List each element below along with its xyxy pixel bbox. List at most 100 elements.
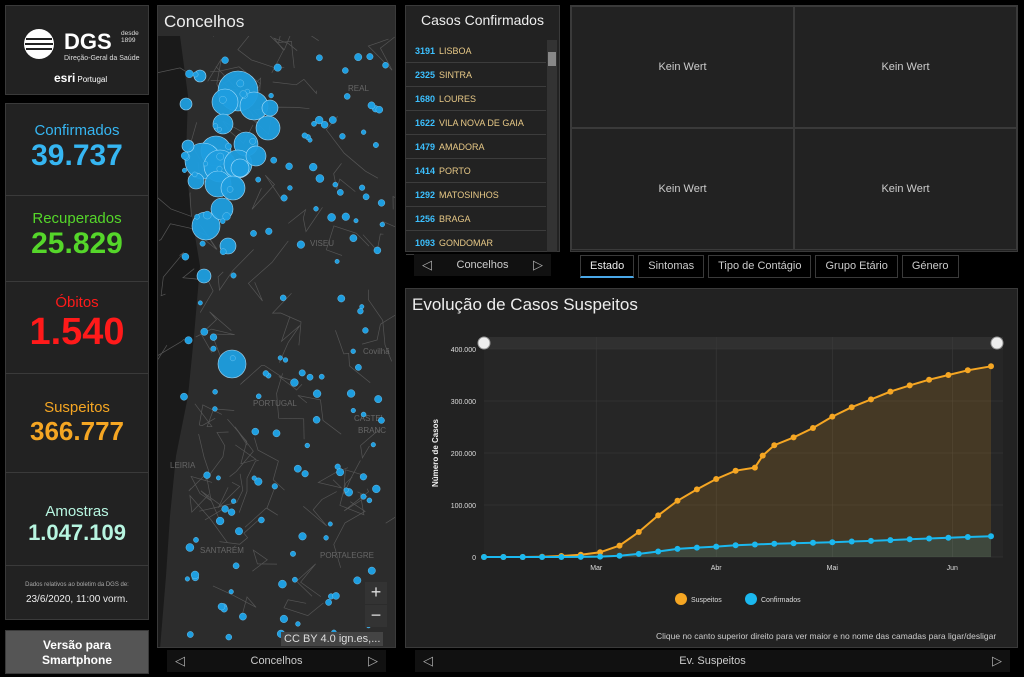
case-bubble[interactable] bbox=[378, 417, 385, 424]
case-bubble[interactable] bbox=[239, 612, 247, 621]
case-bubble[interactable] bbox=[313, 206, 319, 212]
case-bubble[interactable] bbox=[377, 199, 386, 207]
case-bubble[interactable] bbox=[196, 268, 212, 284]
case-bubble[interactable] bbox=[379, 221, 385, 228]
case-bubble[interactable] bbox=[239, 90, 247, 98]
case-bubble[interactable] bbox=[184, 576, 190, 582]
case-bubble[interactable] bbox=[209, 333, 218, 341]
case-bubble[interactable] bbox=[313, 389, 322, 398]
map-attribution[interactable]: CC BY 4.0 ign.es,... bbox=[281, 632, 384, 646]
case-bubble[interactable] bbox=[360, 411, 367, 418]
case-bubble[interactable] bbox=[184, 336, 193, 345]
case-bubble[interactable] bbox=[341, 212, 350, 221]
case-bubble[interactable] bbox=[353, 218, 359, 224]
case-bubble[interactable] bbox=[216, 152, 225, 161]
case-bubble[interactable] bbox=[228, 589, 234, 595]
case-bubble[interactable] bbox=[232, 562, 240, 570]
case-bubble[interactable] bbox=[301, 132, 308, 139]
case-bubble[interactable] bbox=[255, 176, 261, 183]
case-bubble[interactable] bbox=[251, 475, 257, 481]
case-bubble[interactable] bbox=[339, 133, 346, 140]
case-bubble[interactable] bbox=[367, 101, 376, 110]
case-bubble[interactable] bbox=[315, 174, 325, 183]
range-slider-handle[interactable] bbox=[477, 336, 491, 350]
case-bubble[interactable] bbox=[203, 161, 209, 167]
case-bubble[interactable] bbox=[255, 393, 262, 399]
case-bubble[interactable] bbox=[298, 369, 306, 377]
case-bubble[interactable] bbox=[216, 165, 223, 172]
case-bubble[interactable] bbox=[217, 349, 247, 379]
case-bubble[interactable] bbox=[357, 308, 364, 315]
case-bubble[interactable] bbox=[180, 392, 188, 401]
case-bubble[interactable] bbox=[382, 62, 389, 69]
case-bubble[interactable] bbox=[212, 389, 218, 395]
case-bubble[interactable] bbox=[216, 475, 221, 481]
case-bubble[interactable] bbox=[200, 327, 209, 336]
case-bubble[interactable] bbox=[359, 473, 367, 481]
case-bubble[interactable] bbox=[336, 468, 345, 477]
case-bubble[interactable] bbox=[343, 487, 349, 493]
case-bubble[interactable] bbox=[290, 550, 296, 557]
case-bubble[interactable] bbox=[222, 212, 231, 221]
case-bubble[interactable] bbox=[194, 214, 200, 220]
case-bubble[interactable] bbox=[221, 505, 229, 513]
case-bubble[interactable] bbox=[353, 576, 362, 585]
case-bubble[interactable] bbox=[292, 576, 298, 583]
case-bubble[interactable] bbox=[306, 373, 314, 381]
case-bubble[interactable] bbox=[182, 167, 188, 173]
case-bubble[interactable] bbox=[272, 429, 281, 438]
case-bubble[interactable] bbox=[279, 614, 288, 623]
case-bubble[interactable] bbox=[180, 151, 189, 160]
case-bubble[interactable] bbox=[215, 516, 225, 526]
case-bubble[interactable] bbox=[190, 570, 200, 580]
case-bubble[interactable] bbox=[203, 471, 211, 479]
case-bubble[interactable] bbox=[374, 395, 383, 403]
case-bubble[interactable] bbox=[212, 123, 219, 129]
case-bubble[interactable] bbox=[332, 181, 339, 188]
zoom-out-button[interactable]: − bbox=[365, 605, 387, 627]
map-next-arrow-icon[interactable]: ▷ bbox=[367, 653, 378, 668]
case-bubble[interactable] bbox=[285, 162, 293, 170]
case-bubble[interactable] bbox=[361, 129, 367, 135]
case-bubble[interactable] bbox=[372, 142, 379, 148]
case-bubble[interactable] bbox=[366, 497, 373, 504]
legend-label-confirmados[interactable]: Confirmados bbox=[761, 597, 801, 604]
case-bubble[interactable] bbox=[362, 327, 369, 334]
case-bubble[interactable] bbox=[249, 138, 256, 145]
case-bubble[interactable] bbox=[293, 464, 302, 473]
case-bubble[interactable] bbox=[193, 537, 199, 543]
case-bubble[interactable] bbox=[261, 99, 279, 117]
case-bubble[interactable] bbox=[226, 186, 234, 193]
tab-tipo-contagio[interactable]: Tipo de Contágio bbox=[708, 255, 812, 278]
case-bubble[interactable] bbox=[343, 93, 351, 100]
case-bubble[interactable] bbox=[347, 389, 356, 398]
case-bubble[interactable] bbox=[221, 56, 229, 64]
list-next-arrow-icon[interactable]: ▷ bbox=[532, 257, 543, 272]
case-bubble[interactable] bbox=[327, 521, 333, 527]
case-bubble[interactable] bbox=[199, 240, 206, 247]
case-bubble[interactable] bbox=[278, 579, 287, 589]
smartphone-version-button[interactable]: Versão para Smartphone bbox=[5, 630, 149, 674]
case-bubble[interactable] bbox=[325, 599, 332, 606]
case-bubble[interactable] bbox=[268, 92, 274, 99]
case-bubble[interactable] bbox=[328, 116, 337, 124]
case-bubble[interactable] bbox=[212, 406, 218, 412]
list-item[interactable]: 2325 SINTRA bbox=[406, 63, 546, 87]
case-bubble[interactable] bbox=[185, 69, 194, 79]
case-bubble[interactable] bbox=[262, 370, 269, 377]
case-bubble[interactable] bbox=[304, 442, 310, 449]
case-bubble[interactable] bbox=[295, 621, 301, 627]
case-bubble[interactable] bbox=[370, 442, 376, 448]
case-bubble[interactable] bbox=[312, 416, 321, 424]
case-bubble[interactable] bbox=[219, 248, 227, 255]
case-bubble[interactable] bbox=[227, 508, 236, 516]
case-bubble[interactable] bbox=[280, 194, 288, 202]
legend-label-suspeitos[interactable]: Suspeitos bbox=[691, 597, 722, 604]
case-bubble[interactable] bbox=[349, 234, 358, 242]
case-bubble[interactable] bbox=[192, 171, 198, 178]
case-bubble[interactable] bbox=[355, 364, 362, 371]
case-bubble[interactable] bbox=[336, 189, 344, 196]
case-bubble[interactable] bbox=[192, 71, 199, 78]
tab-sintomas[interactable]: Sintomas bbox=[638, 255, 705, 278]
case-bubble[interactable] bbox=[251, 427, 260, 436]
